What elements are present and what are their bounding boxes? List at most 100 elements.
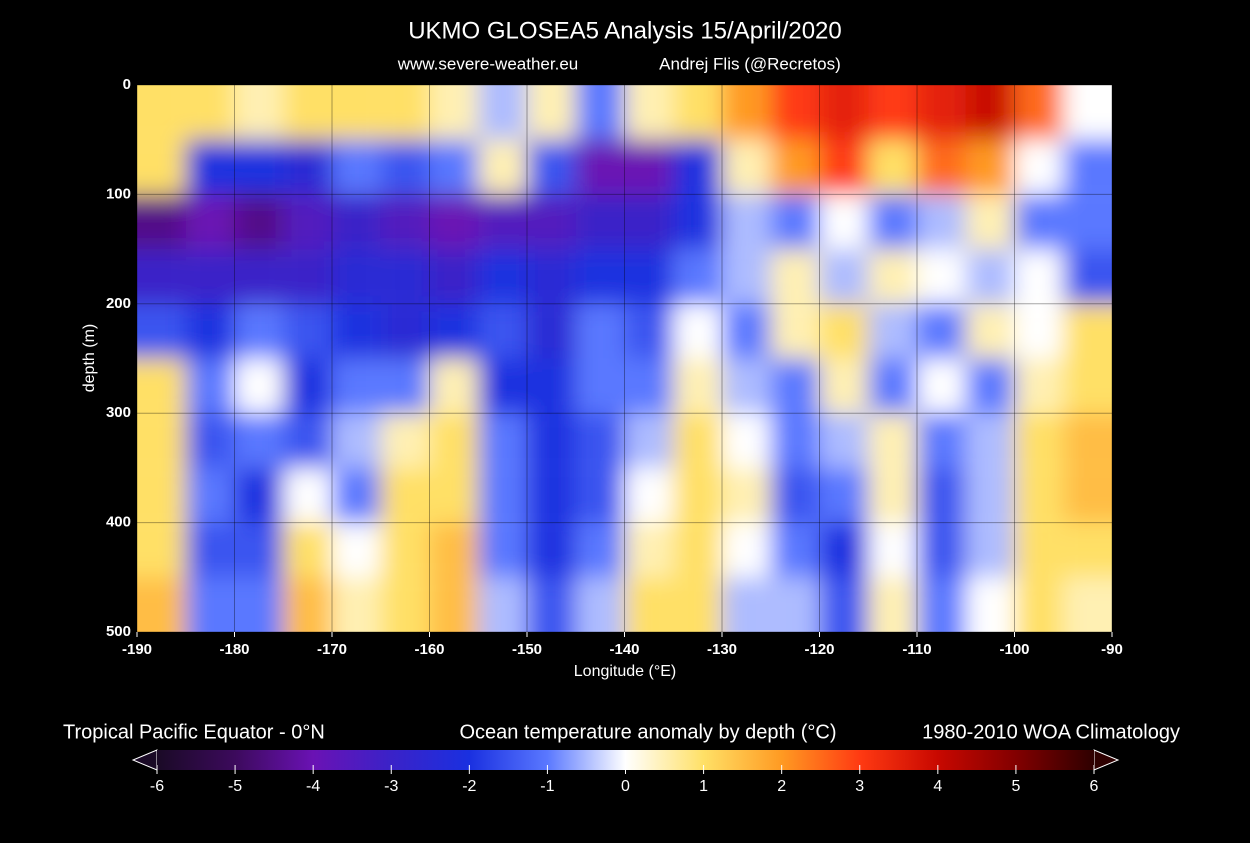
heatmap-cell: [722, 467, 771, 523]
heatmap-cell: [332, 139, 381, 195]
heatmap-cell: [429, 413, 479, 468]
heatmap-cell: [332, 194, 381, 250]
heatmap-cell: [673, 249, 722, 304]
heatmap-cell: [332, 577, 381, 632]
y-tick-label: 100: [106, 185, 131, 202]
heatmap-cell: [965, 303, 1015, 359]
heatmap-cell: [624, 467, 674, 523]
chart-title: UKMO GLOSEA5 Analysis 15/April/2020: [408, 17, 842, 44]
heatmap-cell: [673, 139, 722, 195]
heatmap-cell: [722, 85, 771, 140]
heatmap-cell: [624, 303, 674, 359]
heatmap-cell: [673, 358, 722, 414]
heatmap-cell: [770, 413, 820, 468]
heatmap-cell: [185, 194, 235, 250]
heatmap-cell: [1014, 85, 1064, 140]
heatmap-cell: [624, 194, 674, 250]
heatmap-cell: [868, 577, 917, 632]
heatmap-cell: [332, 303, 381, 359]
heatmap-cell: [965, 139, 1015, 195]
heatmap: [137, 85, 1112, 632]
heatmap-cell: [380, 522, 430, 578]
heatmap-cell: [575, 249, 625, 304]
heatmap-cell: [722, 139, 771, 195]
heatmap-cell: [137, 467, 186, 523]
heatmap-cell: [234, 303, 284, 359]
heatmap-cell: [722, 413, 771, 468]
heatmap-cell: [137, 522, 186, 578]
heatmap-cell: [673, 194, 722, 250]
heatmap-cell: [234, 413, 284, 468]
heatmap-cell: [429, 194, 479, 250]
heatmap-cell: [624, 139, 674, 195]
x-tick-label: -180: [219, 641, 249, 658]
heatmap-cell: [185, 358, 235, 414]
heatmap-cell: [380, 358, 430, 414]
heatmap-cell: [673, 577, 722, 632]
heatmap-cell: [527, 577, 576, 632]
heatmap-cell: [1014, 194, 1064, 250]
heatmap-cell: [429, 467, 479, 523]
heatmap-cell: [575, 303, 625, 359]
heatmap-cell: [770, 358, 820, 414]
heatmap-cell: [234, 139, 284, 195]
heatmap-cell: [1063, 467, 1112, 523]
colorbar-tick-label: 2: [777, 778, 786, 795]
heatmap-cell: [917, 522, 966, 578]
y-tick-label: 500: [106, 623, 131, 640]
heatmap-cell: [624, 85, 674, 140]
heatmap-cell: [722, 303, 771, 359]
heatmap-cell: [283, 358, 332, 414]
heatmap-cell: [965, 194, 1015, 250]
y-tick-label: 300: [106, 404, 131, 421]
heatmap-cell: [380, 303, 430, 359]
heatmap-cell: [1063, 303, 1112, 359]
x-tick-label: -150: [512, 641, 542, 658]
heatmap-cell: [283, 85, 332, 140]
heatmap-cell: [770, 577, 820, 632]
heatmap-cell: [478, 413, 527, 468]
heatmap-cell: [429, 522, 479, 578]
heatmap-cell: [917, 413, 966, 468]
heatmap-cell: [283, 522, 332, 578]
heatmap-cell: [965, 413, 1015, 468]
heatmap-cell: [575, 467, 625, 523]
heatmap-cell: [1014, 467, 1064, 523]
heatmap-cell: [1014, 522, 1064, 578]
heatmap-cell: [185, 577, 235, 632]
heatmap-cell: [868, 249, 917, 304]
heatmap-cell: [575, 85, 625, 140]
heatmap-cell: [380, 85, 430, 140]
heatmap-cell: [819, 358, 869, 414]
heatmap-cell: [819, 85, 869, 140]
heatmap-cell: [527, 467, 576, 523]
colorbar-tick-label: 3: [855, 778, 864, 795]
heatmap-cell: [965, 467, 1015, 523]
x-tick-label: -90: [1101, 641, 1123, 658]
heatmap-cell: [380, 413, 430, 468]
heatmap-cell: [234, 467, 284, 523]
heatmap-cell: [770, 303, 820, 359]
heatmap-cell: [137, 85, 186, 140]
heatmap-cell: [624, 413, 674, 468]
heatmap-cell: [283, 467, 332, 523]
heatmap-cell: [722, 194, 771, 250]
heatmap-cell: [185, 467, 235, 523]
heatmap-cell: [283, 413, 332, 468]
colorbar-tick-label: -2: [462, 778, 476, 795]
heatmap-cell: [1063, 139, 1112, 195]
colorbar-tick-label: -3: [384, 778, 398, 795]
heatmap-cell: [673, 303, 722, 359]
plot-area: [137, 85, 1112, 632]
colorbar-tick-label: -1: [540, 778, 554, 795]
heatmap-cell: [332, 522, 381, 578]
heatmap-cell: [137, 358, 186, 414]
heatmap-cell: [917, 249, 966, 304]
heatmap-cell: [673, 413, 722, 468]
heatmap-cell: [332, 249, 381, 304]
heatmap-cell: [137, 577, 186, 632]
heatmap-cell: [575, 358, 625, 414]
heatmap-cell: [819, 522, 869, 578]
heatmap-cell: [332, 358, 381, 414]
heatmap-cell: [1063, 522, 1112, 578]
